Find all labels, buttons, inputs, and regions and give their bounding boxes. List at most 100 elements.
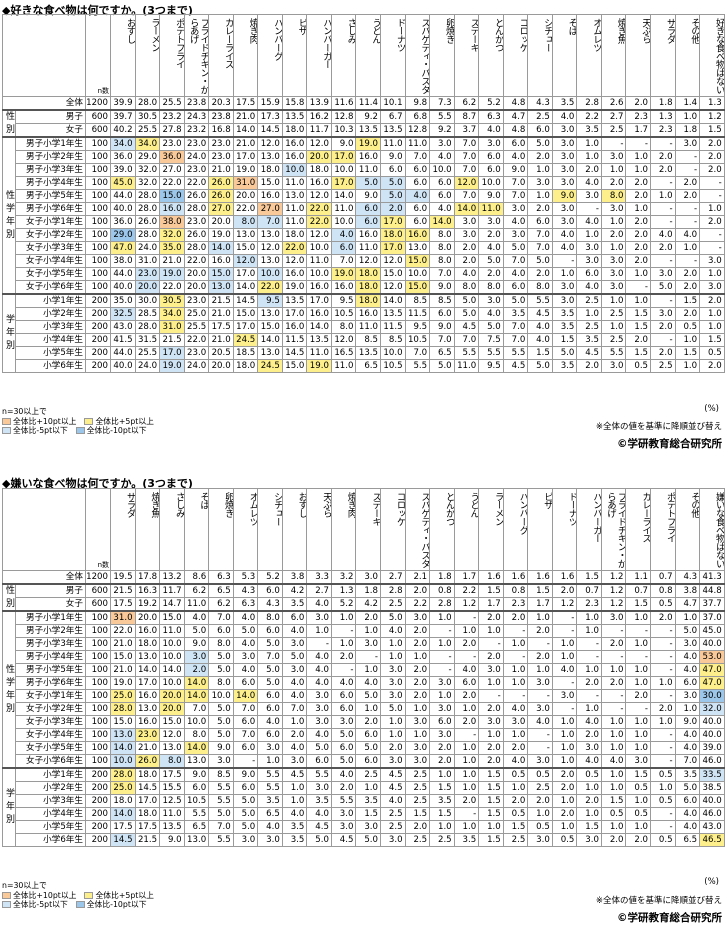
value-cell: 30.5 [159,293,185,308]
value-cell: 1.0 [502,676,529,690]
value-cell: 13.5 [281,109,308,124]
value-cell: 4.0 [551,228,578,242]
value-cell: 1.7 [453,570,480,585]
value-cell: 25.0 [183,307,210,321]
value-cell: 3.5 [281,597,308,612]
value-cell: 2.0 [404,676,431,690]
value-cell: 1.0 [380,637,406,651]
value-cell: 2.8 [380,583,406,598]
value-cell: 22.0 [306,202,332,216]
value-cell: 3.0 [551,293,578,308]
value-cell: 6.0 [429,715,455,729]
value-cell: 7.0 [453,189,480,203]
value-cell: 5.0 [380,702,406,716]
value-cell: 16.0 [208,254,234,268]
value-cell: 9.0 [208,741,234,755]
value-cell: 0.8 [429,583,455,598]
row-label: 全体 [2,570,86,585]
value-cell: 17.0 [232,320,259,334]
value-cell: 9.5 [257,293,283,308]
value-cell: 1.0 [502,663,529,677]
value-cell: 22.0 [257,280,283,295]
value-cell: 3.2 [330,570,357,585]
value-cell: 12.5 [159,794,185,808]
value-cell: 12.8 [404,123,431,138]
value-cell: 40.0 [110,202,136,216]
n-cell: 1200 [85,570,111,585]
value-cell: 6.0 [380,163,406,177]
table-row: 女子小学6年生 100 10.0 26.0 8.0 13.0 3.0-1.0 3.0 6.0 5.… [3,754,725,769]
value-cell: 13.5 [380,123,406,138]
column-header: うどん [453,488,480,571]
value-cell: 15.9 [257,96,283,111]
value-cell: 5.5 [478,346,504,360]
value-cell: 12.0 [281,254,308,268]
value-cell: 2.0 [625,176,652,190]
value-cell: - [330,663,357,677]
value-cell: 17.5 [232,96,259,111]
value-cell: 1.0 [551,741,578,755]
value-cell: 2.0 [453,241,480,255]
value-cell: 1.5 [502,820,529,834]
column-header: ハンバーガー [576,488,602,571]
table-row: 小学5年生 200 17.5 17.5 13.5 6.5 7.0 5.0 4.0 3.5 4.5 3.… [3,820,725,834]
value-cell: 6.5 [674,833,701,847]
value-cell: 6.0 [429,307,455,321]
value-cell: 1.0 [625,267,652,281]
value-cell: 1.0 [576,228,602,242]
value-cell: 5.2 [478,96,504,111]
value-cell: 12.0 [380,254,406,268]
value-cell: 21.0 [232,136,259,151]
n-cell: 100 [85,715,111,729]
value-cell: 6.0 [355,202,382,216]
value-cell: 3.3 [306,570,332,585]
value-cell: 1.5 [527,583,553,598]
value-cell: 1.5 [699,123,725,138]
value-cell: 4.0 [306,807,332,821]
n-cell: 600 [85,583,111,598]
value-cell: 14.5 [281,346,308,360]
value-cell: 10.0 [330,215,357,229]
value-cell: 44.0 [110,189,136,203]
value-cell: 5.0 [674,624,701,638]
value-cell: 1.0 [625,163,652,177]
value-cell: 15.0 [257,176,283,190]
value-cell: 2.0 [527,794,553,808]
value-cell: 44.0 [110,267,136,281]
n-cell: 100 [85,624,111,638]
column-header: そば [183,488,210,571]
value-cell: 23.2 [183,123,210,138]
value-cell: 1.0 [502,637,529,651]
value-cell: 2.7 [600,109,627,124]
value-cell: 17.0 [380,241,406,255]
column-header: ドーナツ [380,14,406,97]
value-cell: 4.0 [281,807,308,821]
value-cell: 2.0 [404,689,431,703]
value-cell: 6.0 [674,676,701,690]
value-cell: 37.7 [699,597,725,612]
table-row: 女子小学6年生 100 40.0 20.0 22.0 20.0 13.0 14.0 22.0 19… [3,280,725,295]
value-cell: 3.0 [478,663,504,677]
value-cell: 15.0 [110,715,136,729]
value-cell: 3.0 [404,754,431,769]
value-cell: 21.0 [208,307,234,321]
value-cell: 23.8 [208,109,234,124]
value-cell: 1.2 [551,597,578,612]
value-cell: 1.0 [674,610,701,625]
value-cell: 3.0 [478,293,504,308]
value-cell: 45.0 [699,624,725,638]
value-cell: 15.0 [257,320,283,334]
value-cell: 14.0 [232,689,259,703]
value-cell: 16.0 [159,202,185,216]
value-cell: 2.0 [600,833,627,847]
value-cell: 1.0 [600,293,627,308]
value-cell: 2.0 [576,728,602,742]
n-cell: 200 [85,320,111,334]
value-cell: 1.0 [355,702,382,716]
value-cell: 31.0 [159,320,185,334]
value-cell: 5.0 [257,663,283,677]
value-cell: 14.0 [330,189,357,203]
value-cell: 1.0 [625,202,652,216]
value-cell: 2.0 [527,624,553,638]
value-cell: 1.0 [527,807,553,821]
